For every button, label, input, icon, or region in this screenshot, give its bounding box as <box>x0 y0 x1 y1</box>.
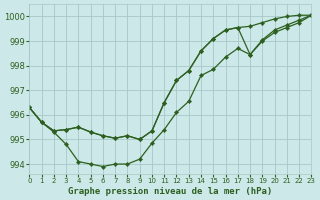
X-axis label: Graphe pression niveau de la mer (hPa): Graphe pression niveau de la mer (hPa) <box>68 187 273 196</box>
